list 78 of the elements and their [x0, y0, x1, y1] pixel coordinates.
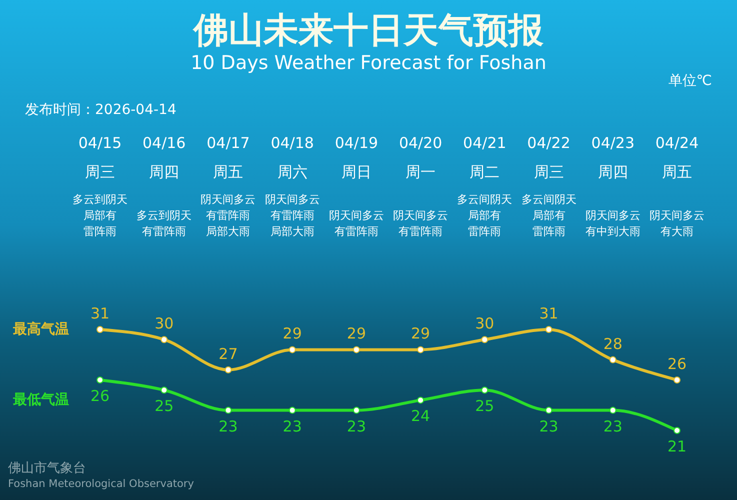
text: 周二 — [470, 163, 500, 181]
text: 多云到阴天有雷阵雨 — [136, 209, 192, 238]
point — [674, 427, 680, 434]
x-tick-label: 04/21 — [463, 134, 506, 152]
data-label: 30 — [475, 314, 494, 333]
point — [417, 396, 424, 404]
data-label: 28 — [603, 334, 622, 353]
text: 周三 — [85, 163, 115, 181]
x-tick-label: 04/23 — [591, 134, 635, 152]
point — [545, 406, 552, 414]
point — [224, 366, 232, 374]
text: 周四 — [149, 163, 180, 181]
text: 周三 — [534, 163, 564, 181]
data-label: 29 — [346, 324, 366, 343]
x-tick-label: 04/20 — [398, 134, 442, 152]
point — [96, 376, 104, 384]
series-label: 最高气温 — [12, 320, 69, 338]
data-label: 29 — [282, 324, 302, 343]
text: 阴天间多云有大雨 — [650, 209, 704, 238]
point — [352, 346, 360, 354]
text: 周六 — [277, 163, 308, 181]
data-label: 31 — [90, 304, 110, 322]
text: 阴天间多云有雷阵雨 — [393, 209, 448, 238]
point — [417, 346, 424, 354]
x-tick-label: 04/19 — [334, 134, 378, 152]
text: 周一 — [406, 163, 436, 181]
text: 多云到阴天局部有雷阵雨 — [72, 193, 128, 238]
data-label: 30 — [154, 314, 174, 333]
text: 阴天间多云有雷阵雨局部大雨 — [264, 193, 320, 238]
data-label: 29 — [411, 324, 430, 343]
text: 阴天间多云有雷阵雨局部大雨 — [200, 193, 256, 238]
data-label: 23 — [282, 417, 302, 436]
chart-subtitle: 10 Days Weather Forecast for Foshan — [190, 52, 546, 74]
point — [481, 336, 488, 344]
data-label: 27 — [218, 344, 238, 363]
text: 多云间阴天局部有雷阵雨 — [457, 193, 512, 238]
data-label: 23 — [539, 417, 558, 436]
point — [674, 376, 680, 384]
point — [160, 336, 168, 344]
data-label: 21 — [667, 438, 687, 456]
text: 最低气温 — [12, 392, 69, 408]
text: 发布时间：2026-04-14 — [25, 102, 176, 118]
text: Foshan Meteorological Observatory — [8, 478, 194, 490]
point — [545, 326, 552, 333]
data-label: 23 — [603, 417, 622, 436]
point — [288, 346, 296, 354]
data-label: 26 — [667, 355, 687, 373]
text: 周四 — [598, 163, 628, 181]
x-tick-label: 04/16 — [142, 134, 186, 152]
point — [352, 406, 360, 414]
point — [288, 406, 296, 414]
data-label: 23 — [218, 417, 238, 436]
point — [96, 326, 104, 333]
point — [224, 406, 232, 414]
text: 阴天间多云有雷阵雨 — [328, 209, 384, 238]
text: 周日 — [341, 163, 372, 181]
data-label: 25 — [154, 397, 174, 416]
x-tick-label: 04/22 — [527, 134, 570, 152]
point — [609, 356, 616, 364]
text: 周五 — [213, 163, 244, 181]
chart-title: 佛山未来十日天气预报 — [192, 11, 544, 51]
point — [160, 386, 168, 394]
x-tick-label: 04/24 — [655, 134, 699, 152]
data-label: 24 — [411, 407, 430, 426]
text: 单位℃ — [668, 73, 712, 89]
x-tick-label: 04/15 — [78, 134, 122, 152]
text: 周五 — [662, 163, 692, 181]
text: 多云间阴天局部有雷阵雨 — [521, 193, 576, 238]
x-tick-label: 04/18 — [270, 134, 314, 152]
point — [609, 406, 616, 414]
data-label: 23 — [346, 417, 366, 436]
data-label: 31 — [539, 304, 558, 322]
data-label: 26 — [90, 387, 110, 405]
x-tick-label: 04/17 — [206, 134, 250, 152]
text: 佛山市气象台 — [8, 461, 86, 476]
point — [481, 386, 488, 394]
text: 阴天间多云有中到大雨 — [585, 209, 640, 238]
data-label: 25 — [475, 397, 494, 416]
